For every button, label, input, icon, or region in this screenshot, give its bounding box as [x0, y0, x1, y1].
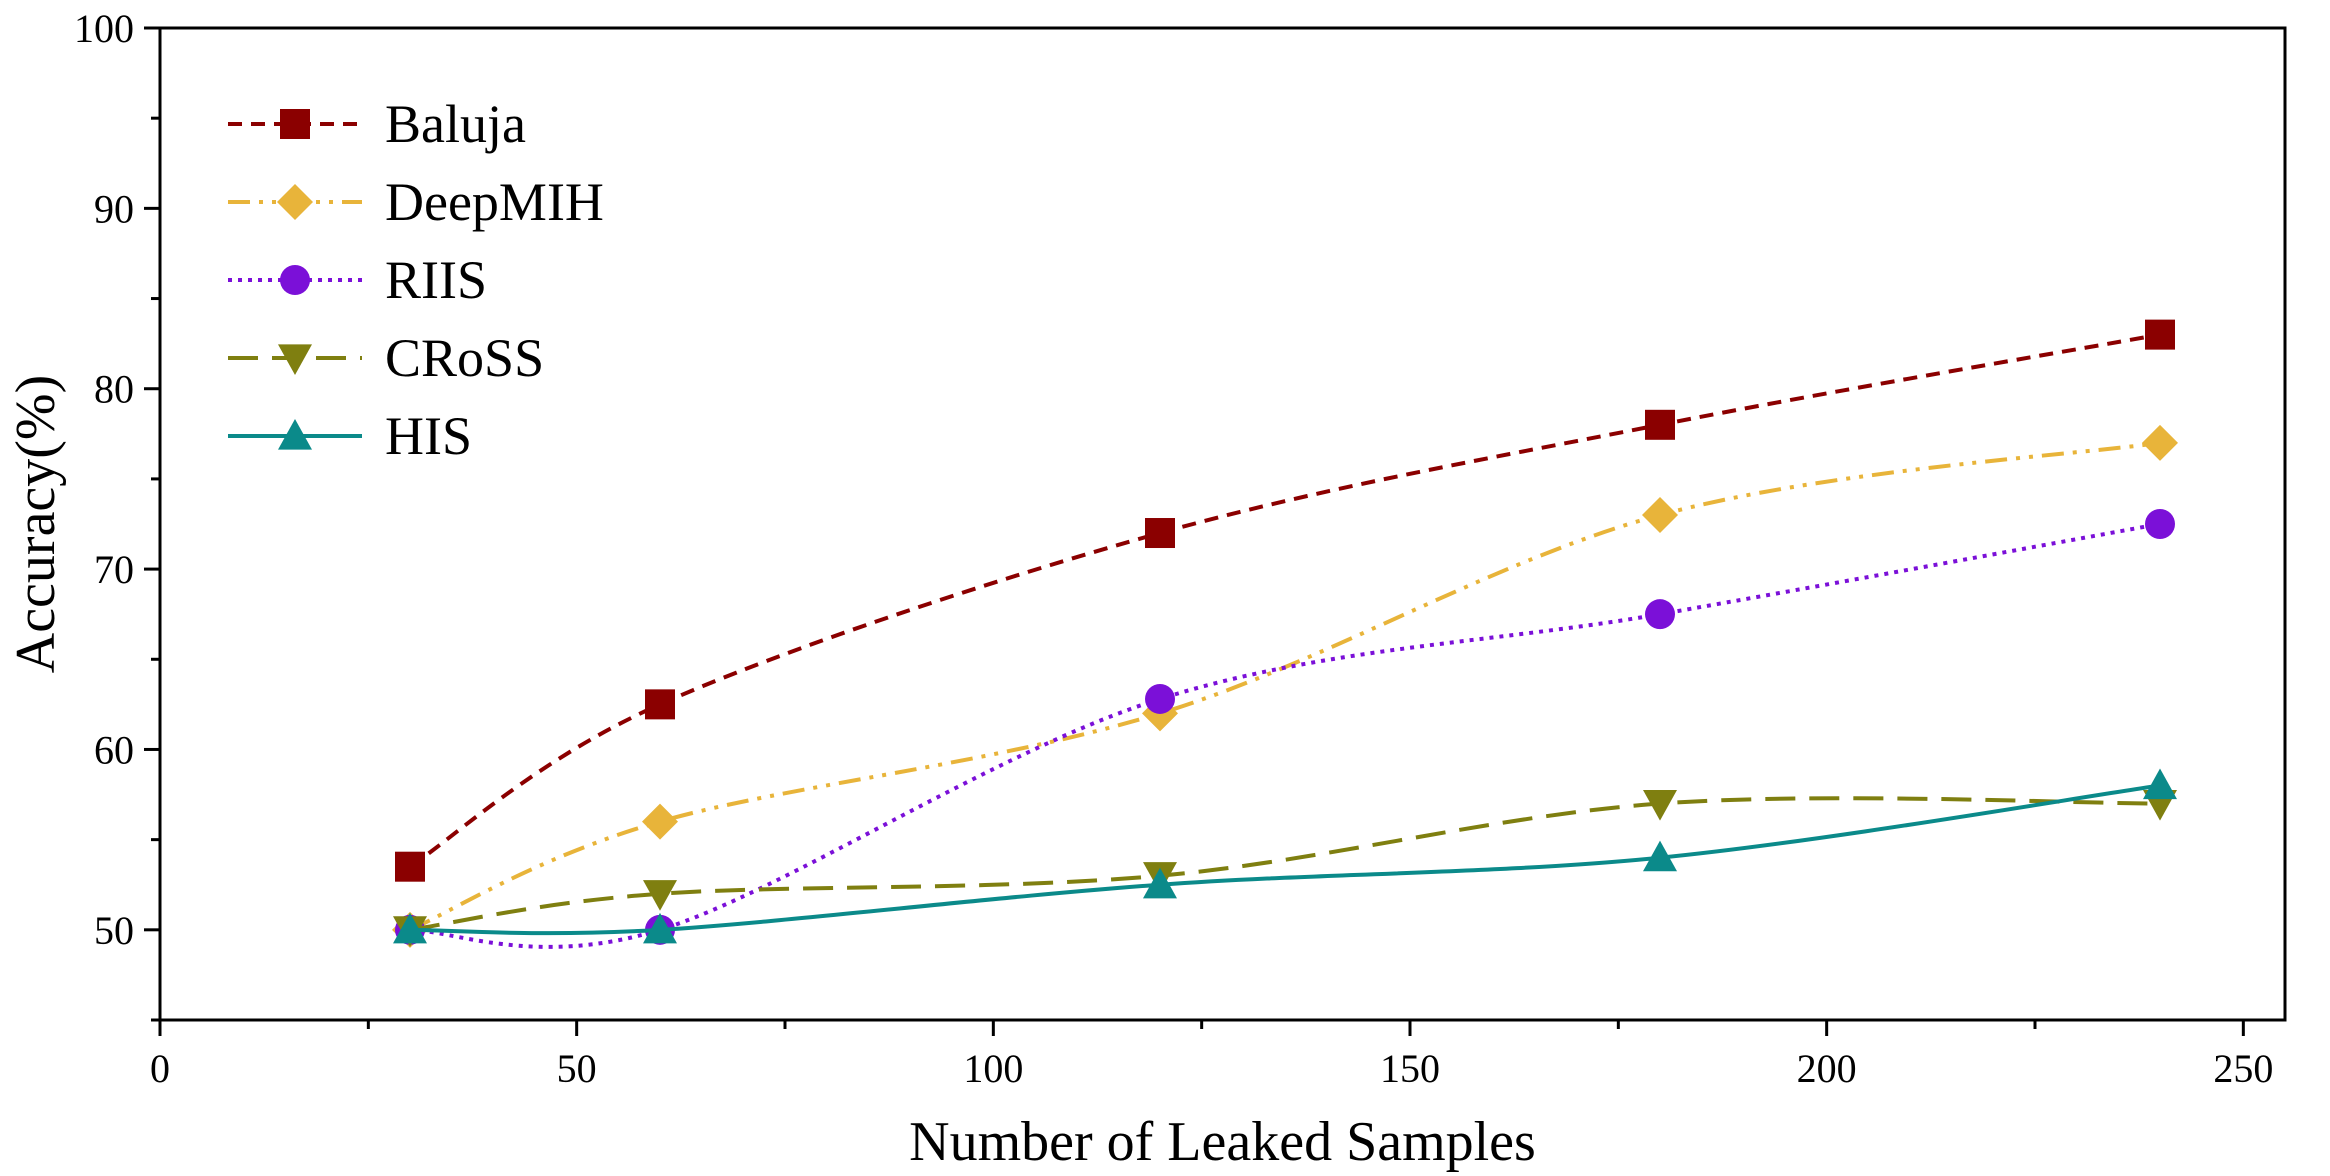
data-point-his [1643, 840, 1677, 872]
data-point-deepmih [2142, 424, 2178, 461]
series-line-deepmih [409, 440, 2161, 932]
plot-frame [158, 26, 2287, 1022]
series-his [393, 768, 2177, 944]
legend-item-baluja: Baluja [228, 94, 526, 154]
data-point-baluja [645, 689, 675, 720]
x-tick-label: 50 [557, 1046, 597, 1091]
y-tick-label: 60 [94, 727, 134, 772]
x-tick-label: 0 [150, 1046, 170, 1091]
series-line-his [409, 783, 2161, 936]
legend-label: RIIS [385, 250, 487, 310]
y-tick-label: 50 [94, 908, 134, 953]
series-baluja [395, 319, 2175, 882]
legend-marker [280, 265, 310, 295]
legend-item-deepmih: DeepMIH [228, 172, 604, 232]
data-point-deepmih [642, 803, 678, 840]
legend-item-his: HIS [228, 406, 472, 466]
y-axis-title: Accuracy(%) [5, 375, 67, 673]
legend-marker [280, 109, 310, 139]
series-line-baluja [408, 332, 2161, 869]
legend-marker [277, 184, 313, 220]
series-line-riis [409, 522, 2161, 949]
y-tick-label: 90 [94, 186, 134, 231]
legend-label: DeepMIH [385, 172, 604, 232]
legend-label: CRoSS [385, 328, 544, 388]
data-point-baluja [2145, 319, 2175, 350]
legend: Baluja DeepMIH RIIS CRoSS HIS [228, 94, 604, 466]
legend-item-cross: CRoSS [228, 328, 544, 388]
y-tick-label: 80 [94, 367, 134, 412]
series-line-cross [409, 796, 2161, 932]
y-tick-label: 100 [74, 6, 134, 51]
x-tick-label: 100 [963, 1046, 1023, 1091]
data-point-baluja [1645, 409, 1675, 440]
x-tick-label: 250 [2213, 1046, 2273, 1091]
legend-marker [278, 344, 312, 375]
x-axis-title: Number of Leaked Samples [909, 1111, 1536, 1173]
legend-item-riis: RIIS [228, 250, 487, 310]
x-tick-label: 150 [1380, 1046, 1440, 1091]
data-point-deepmih [1642, 496, 1678, 533]
legend-marker [278, 419, 312, 450]
legend-label: Baluja [385, 94, 526, 154]
series-deepmih [392, 424, 2178, 948]
x-tick-label: 200 [1797, 1046, 1857, 1091]
data-point-his [393, 912, 427, 944]
data-point-baluja [395, 851, 425, 882]
axes: 0 50 100 150 200 250 50 60 70 80 90 100 [74, 6, 2287, 1091]
data-point-cross [643, 880, 677, 911]
series-group [392, 319, 2178, 949]
data-point-baluja [1145, 518, 1175, 549]
data-point-riis [2145, 509, 2175, 539]
data-point-his [643, 912, 677, 944]
data-point-cross [1643, 789, 1677, 821]
legend-label: HIS [385, 406, 472, 466]
data-point-riis [1145, 683, 1175, 714]
data-point-his [1143, 867, 1177, 899]
data-point-riis [1645, 599, 1675, 630]
y-tick-label: 70 [94, 547, 134, 592]
data-point-his [2143, 768, 2177, 800]
